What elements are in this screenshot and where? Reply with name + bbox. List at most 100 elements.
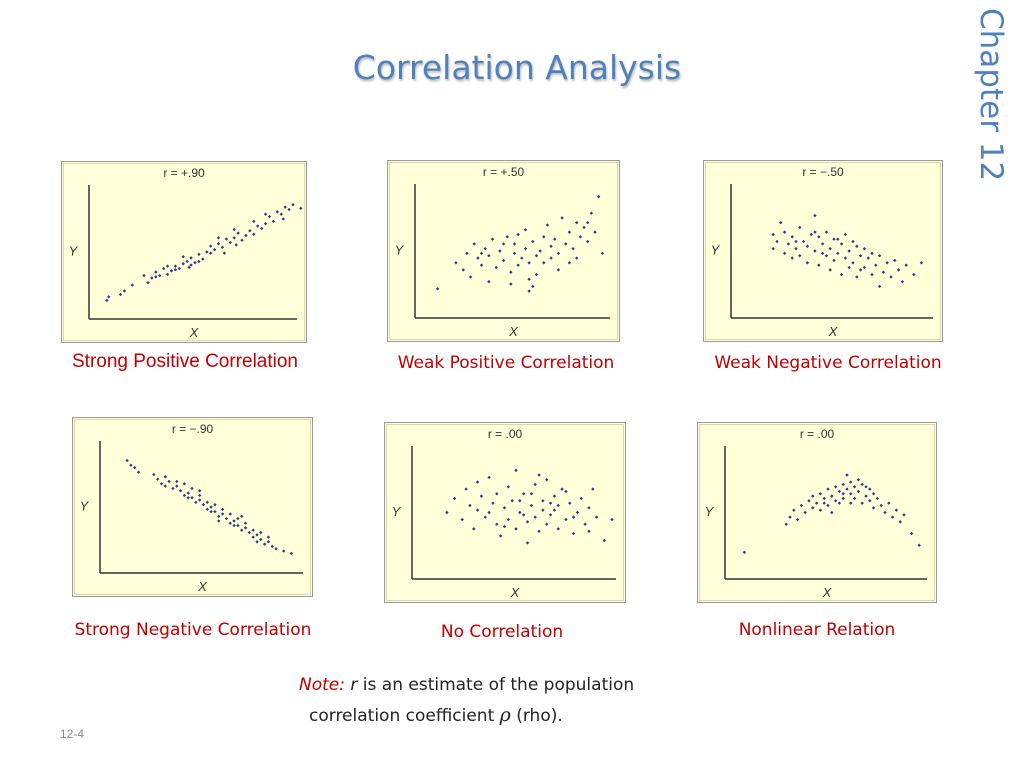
y-axis-label: Y (80, 499, 90, 514)
scatter-point (788, 515, 792, 519)
scatter-point (845, 473, 849, 477)
scatter-point (813, 249, 817, 253)
plot-background (384, 422, 626, 603)
plot-background (703, 160, 943, 342)
scatter-point (181, 262, 185, 266)
scatter-point (494, 265, 498, 270)
plot-title: r = −.50 (802, 165, 844, 179)
scatter-point (240, 528, 244, 532)
scatter-point (813, 230, 817, 234)
scatter-plot-no-correlation: r = .00 X Y (384, 422, 626, 603)
scatter-point (866, 256, 870, 260)
x-axis-label: X (508, 324, 519, 339)
scatter-point (232, 523, 236, 528)
scatter-point (512, 242, 517, 246)
scatter-point (817, 235, 821, 239)
scatter-point (487, 279, 491, 284)
scatter-plot-weak-negative: r = −.50 X Y (703, 160, 943, 342)
scatter-point (150, 276, 154, 280)
note-line-2-text: correlation coefficient (309, 706, 500, 726)
plot-background (72, 417, 313, 597)
scatter-point (262, 542, 267, 546)
plot-title: r = .00 (800, 427, 835, 441)
scatter-point (281, 217, 285, 221)
scatter-point (560, 216, 564, 220)
scatter-point (902, 513, 906, 517)
scatter-point (809, 232, 813, 237)
scatter-point (870, 272, 874, 277)
scatter-point (512, 251, 517, 256)
scatter-point (564, 242, 568, 246)
scatter-point (216, 242, 221, 246)
x-axis-label: X (822, 585, 833, 600)
scatter-point (578, 235, 583, 239)
scatter-point (173, 268, 178, 272)
scatter-point (171, 486, 175, 491)
scatter-point (556, 503, 560, 508)
y-axis-label: Y (705, 504, 715, 519)
scatter-point (465, 251, 469, 256)
scatter-point (118, 292, 123, 297)
scatter-point (845, 487, 849, 491)
note-line-2: correlation coefficient ρ (rho). (309, 704, 563, 726)
x-axis-label: X (197, 579, 208, 594)
scatter-point (243, 526, 248, 530)
scatter-point (228, 240, 232, 245)
scatter-point (461, 268, 465, 272)
scatter-point (201, 257, 205, 261)
y-axis-label: Y (69, 244, 79, 259)
scatter-point (146, 280, 150, 285)
scatter-point (243, 521, 248, 525)
scatter-point (165, 272, 170, 277)
scatter-point (586, 220, 590, 225)
scatter-point (545, 223, 550, 227)
plot-inner-border (63, 163, 305, 341)
plot-inner-border (389, 162, 618, 340)
scatter-plot-weak-positive: r = +.50 X Y (387, 160, 620, 342)
scatter-point (889, 275, 893, 279)
scatter-point (538, 249, 542, 253)
scatter-point (228, 521, 232, 525)
scatter-plot-nonlinear: r = .00 X Y (697, 422, 937, 603)
scatter-point (161, 266, 166, 271)
plot-title: r = +.50 (483, 165, 525, 179)
scatter-point (194, 500, 198, 505)
scatter-point (541, 499, 545, 503)
scatter-point (583, 522, 587, 526)
scatter-point (185, 259, 189, 264)
scatter-point (864, 494, 868, 498)
caption-nonlinear: Nonlinear Relation (738, 620, 896, 640)
scatter-point (541, 508, 545, 512)
caption-no-correlation: No Correlation (440, 622, 564, 642)
scatter-point (201, 502, 206, 507)
plot-inner-border (74, 419, 311, 595)
y-axis-label: Y (392, 504, 402, 519)
scatter-point (435, 287, 440, 291)
plot-background (387, 160, 620, 342)
scatter-point (548, 513, 553, 517)
scatter-point (197, 493, 202, 498)
scatter-point (205, 250, 209, 254)
scatter-point (832, 237, 836, 241)
scatter-point (472, 527, 476, 531)
scatter-point (129, 463, 133, 467)
scatter-point (794, 246, 798, 251)
scatter-point (186, 491, 190, 495)
scatter-point (222, 251, 227, 255)
scatter-point (270, 544, 274, 549)
scatter-point (232, 227, 236, 232)
scatter-point (521, 492, 526, 496)
plot-background (697, 422, 937, 603)
plot-background (61, 161, 307, 343)
scatter-plot-strong-positive: r = +.90 X Y (61, 161, 307, 343)
scatter-plot-strong-negative: r = −.90 X Y (72, 417, 313, 597)
chapter-label: Chapter 12 (973, 8, 1009, 182)
scatter-point (142, 273, 146, 278)
scatter-point (807, 499, 811, 503)
scatter-point (205, 500, 210, 505)
scatter-point (851, 239, 855, 244)
scatter-point (213, 509, 217, 514)
caption-weak-positive: Weak Positive Correlation (397, 353, 615, 373)
scatter-point (186, 496, 190, 500)
scatter-point (220, 245, 225, 249)
